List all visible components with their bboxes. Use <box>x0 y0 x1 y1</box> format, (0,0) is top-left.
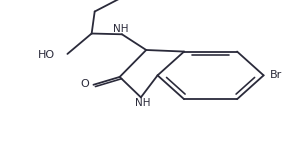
Text: HO: HO <box>38 50 55 60</box>
Text: NH: NH <box>135 98 150 108</box>
Text: NH: NH <box>113 24 128 34</box>
Text: Br: Br <box>270 70 282 80</box>
Text: O: O <box>81 79 89 89</box>
